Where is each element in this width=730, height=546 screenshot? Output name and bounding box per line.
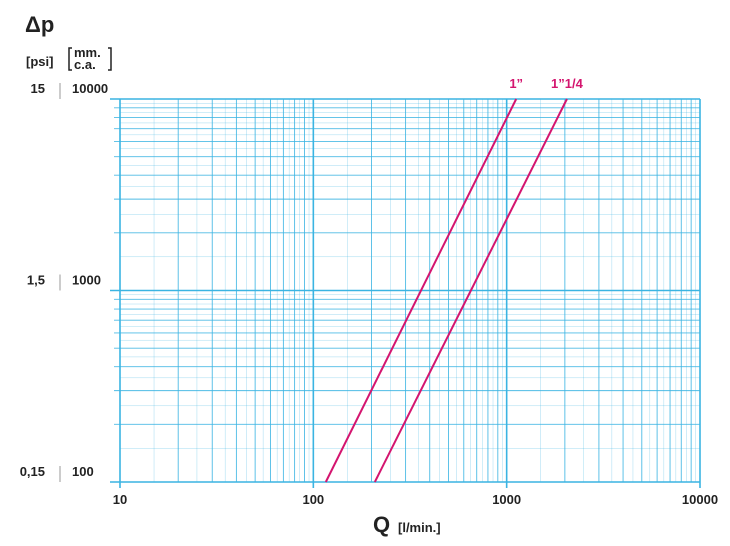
y-tick-label: 1000 (72, 273, 101, 288)
y2-tick-label: 0,15 (20, 464, 45, 479)
x-tick-label: 100 (302, 492, 324, 507)
y2-tick-label: 15 (31, 81, 45, 96)
x-tick-label: 10 (113, 492, 127, 507)
x-unit: [l/min.] (398, 520, 441, 535)
series-line (373, 98, 568, 483)
y2-unit: [psi] (26, 54, 53, 69)
y-tick-label: 100 (72, 464, 94, 479)
series-line (324, 98, 518, 483)
x-symbol: Q (373, 512, 390, 537)
y2-tick-label: 1,5 (27, 273, 45, 288)
x-tick-label: 10000 (682, 492, 718, 507)
x-tick-label: 1000 (492, 492, 521, 507)
series-label: 1” (509, 76, 523, 91)
series-label: 1”1/4 (551, 76, 584, 91)
y-symbol: Δp (25, 12, 54, 37)
y-tick-label: 10000 (72, 81, 108, 96)
y-unit-line: mm. (74, 45, 101, 60)
y-unit-line: c.a. (74, 57, 96, 72)
unit-bracket (68, 47, 112, 71)
